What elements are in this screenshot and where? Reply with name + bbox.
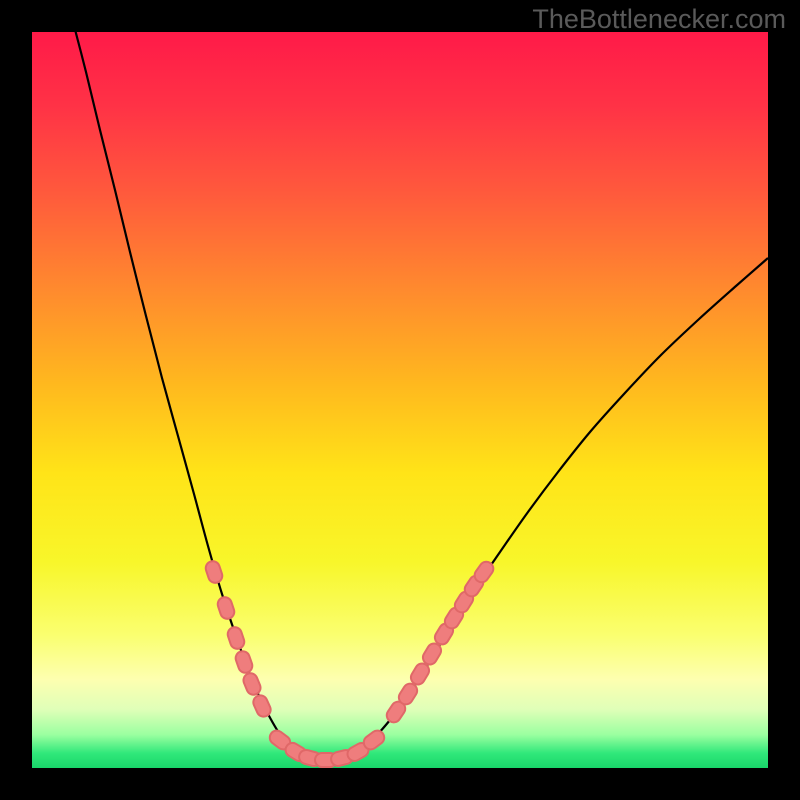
- bottleneck-chart: [0, 0, 800, 800]
- chart-stage: TheBottlenecker.com: [0, 0, 800, 800]
- watermark-text: TheBottlenecker.com: [532, 4, 786, 35]
- gradient-background: [32, 32, 768, 768]
